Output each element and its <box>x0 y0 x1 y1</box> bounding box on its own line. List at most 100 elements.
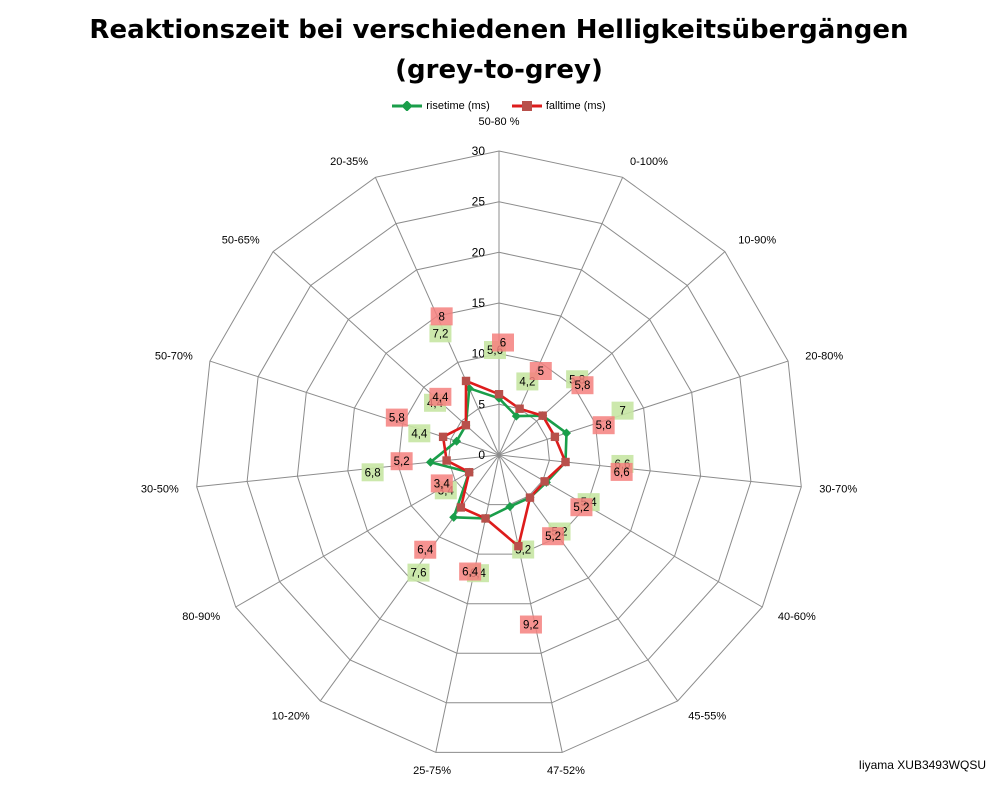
data-label-bg <box>385 408 408 427</box>
data-label-bg <box>492 333 514 352</box>
legend-label-falltime: falltime (ms) <box>545 100 606 112</box>
series-point <box>464 468 474 477</box>
data-label-bg <box>429 324 452 343</box>
legend-key-risetime <box>392 101 423 111</box>
category-label: 10-20% <box>272 711 310 723</box>
chart-title: Reaktionszeit bei verschiedenen Helligke… <box>0 10 998 90</box>
tick-label: 10 <box>472 347 486 361</box>
chart-title-line-2: (grey-to-grey) <box>395 55 603 85</box>
data-label: 9,2 <box>523 620 539 632</box>
series-line <box>429 386 568 520</box>
category-label: 20-80% <box>805 350 843 362</box>
tick-label: 20 <box>472 245 486 259</box>
data-label: 7,2 <box>432 328 448 340</box>
data-labels: 5,64,25,876,65,45,25,26,47,63,46,84,44,4… <box>361 307 634 634</box>
series-point <box>438 432 448 442</box>
category-label: 80-90% <box>182 611 220 623</box>
grid-spoke <box>272 251 500 456</box>
grid-ring-5 <box>246 201 752 704</box>
tick-label: 5 <box>478 397 485 411</box>
series-point <box>550 432 560 442</box>
chart-title-line-1: Reaktionszeit bei verschiedenen Helligke… <box>89 15 909 45</box>
series-point <box>525 493 535 502</box>
data-label-bg <box>430 474 453 493</box>
grid-spoke <box>498 360 789 456</box>
data-label-bg <box>519 615 542 634</box>
radar-grid <box>196 150 802 753</box>
grid-spoke <box>498 454 802 488</box>
category-label: 30-70% <box>819 484 857 496</box>
series-point <box>494 390 504 399</box>
data-label: 7,6 <box>410 568 426 580</box>
data-label: 4,4 <box>411 428 428 440</box>
tick-label: 0 <box>478 448 485 462</box>
category-label: 45-55% <box>688 711 726 723</box>
grid-spoke <box>498 454 679 702</box>
data-label-bg <box>611 401 634 420</box>
series-point <box>461 376 471 386</box>
series-point <box>456 503 466 512</box>
category-label: 10-90% <box>738 235 776 247</box>
tick-label: 15 <box>472 296 486 310</box>
category-label: 47-52% <box>547 765 585 777</box>
data-label-bg <box>529 361 552 380</box>
series-1 <box>438 376 570 551</box>
data-label-bg <box>407 563 430 582</box>
radial-tick-labels: 0 5 10 15 20 25 30 <box>472 144 486 462</box>
data-label: 6,6 <box>614 467 630 479</box>
category-label: 30-50% <box>141 484 179 496</box>
data-label: 5 <box>538 366 544 378</box>
series-point <box>449 512 459 522</box>
grid-ring-3 <box>347 302 651 605</box>
data-label-bg <box>571 376 594 395</box>
data-label-bg <box>414 540 437 559</box>
category-label: 50-70% <box>155 350 193 362</box>
data-label: 3,4 <box>434 478 451 490</box>
grid-ring-6 <box>196 150 802 753</box>
data-label: 4,4 <box>432 392 449 404</box>
series-point <box>481 514 490 523</box>
series-point <box>561 428 571 438</box>
grid-ring-2 <box>397 353 601 555</box>
tick-label: 25 <box>472 195 486 209</box>
data-label: 6,4 <box>462 567 479 579</box>
series-point <box>561 457 570 467</box>
data-label-bg <box>429 387 452 406</box>
data-label-bg <box>459 562 482 581</box>
category-labels: 50-80 % 0-100% 10-90% 20-80% 30-70% 40-60% 45-… <box>141 116 858 777</box>
data-label-bg <box>570 498 593 517</box>
data-label-bg <box>390 452 413 471</box>
legend-item-risetime: risetime (ms) <box>392 100 490 112</box>
data-label-bg <box>430 307 453 326</box>
data-label: 5,2 <box>394 456 410 468</box>
legend-label-risetime: risetime (ms) <box>426 100 490 112</box>
data-label: 5,2 <box>545 531 561 543</box>
footer-model-name: Iiyama XUB3493WQSU <box>858 758 986 772</box>
data-label-bg <box>610 462 633 481</box>
data-label-bg <box>408 424 431 443</box>
grid-spoke <box>435 454 500 753</box>
grid-spoke <box>209 360 500 456</box>
category-label: 0-100% <box>630 156 668 168</box>
data-label: 5,8 <box>596 420 612 432</box>
data-label: 5,8 <box>389 413 405 425</box>
grid-ring-4 <box>296 251 702 654</box>
data-label: 6 <box>500 338 506 350</box>
data-label-bg <box>542 527 565 546</box>
data-label: 7 <box>619 406 625 418</box>
series-layer <box>425 376 571 551</box>
legend-key-falltime <box>511 101 542 111</box>
data-label: 8 <box>438 311 444 323</box>
grid-spoke <box>235 454 500 608</box>
data-label-bg <box>592 416 615 435</box>
tick-label: 30 <box>472 144 486 158</box>
category-label: 50-65% <box>222 235 260 247</box>
series-point <box>442 456 451 465</box>
series-point <box>515 404 524 413</box>
data-label: 5,8 <box>574 380 590 392</box>
category-label: 40-60% <box>778 611 816 623</box>
series-line <box>441 379 567 548</box>
data-label-bg <box>361 463 384 482</box>
